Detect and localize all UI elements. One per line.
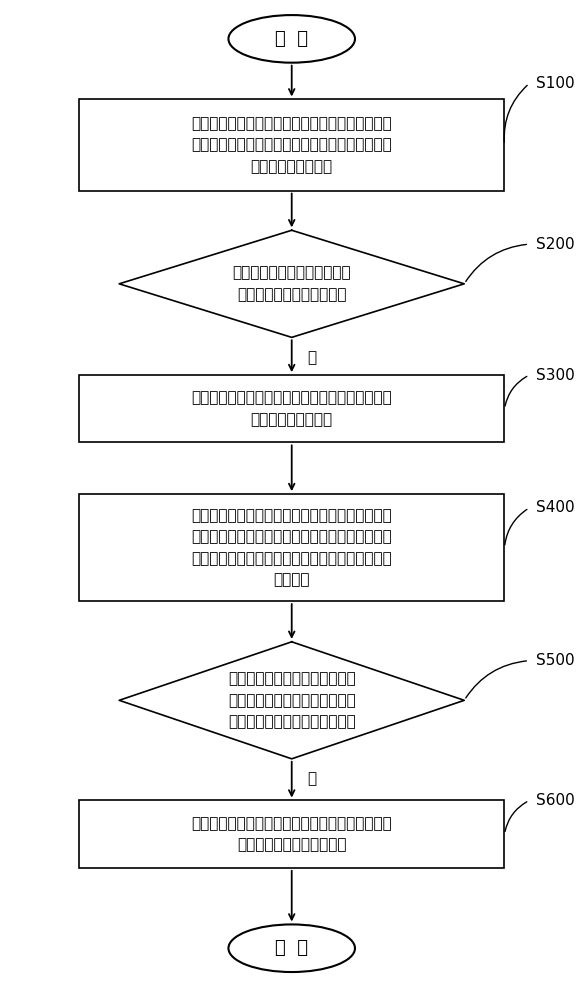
- Text: S600: S600: [536, 793, 575, 808]
- Text: 标记初步识别为检测异常的低压传感器所对应的室
外机模块为异常模块: 标记初步识别为检测异常的低压传感器所对应的室 外机模块为异常模块: [191, 390, 392, 427]
- Text: 开  始: 开 始: [275, 30, 308, 48]
- Text: 在多联机空调系统制热运行第二预设时间的情况下
，获取多个室外机模块的低压传感器对应的低压饱
和温度、压缩机的排气温度以及异常模块的外机膨
胀阀开度: 在多联机空调系统制热运行第二预设时间的情况下 ，获取多个室外机模块的低压传感器对…: [191, 508, 392, 587]
- Text: 是: 是: [308, 771, 316, 786]
- Text: S300: S300: [536, 368, 575, 383]
- Text: 依据低压饱和温度、排气温度以
及外机膨胀阀开度判断异常模块
的低压传感器是否确定检测异常: 依据低压饱和温度、排气温度以 及外机膨胀阀开度判断异常模块 的低压传感器是否确定…: [228, 671, 356, 729]
- Text: 依据其他室外机模块的平均低压饱和温度对异常模
块的低压饱和温度进行修正: 依据其他室外机模块的平均低压饱和温度对异常模 块的低压饱和温度进行修正: [191, 816, 392, 852]
- Text: S100: S100: [536, 76, 574, 91]
- Text: S400: S400: [536, 500, 574, 515]
- Text: S500: S500: [536, 653, 574, 668]
- Text: S200: S200: [536, 237, 574, 252]
- Text: 在多个室外机模块的压缩机停机静置第一预设时间
的情况下，获取多个室外机模块的低压传感器对应
的停机低压饱和温度: 在多个室外机模块的压缩机停机静置第一预设时间 的情况下，获取多个室外机模块的低压…: [191, 116, 392, 174]
- Text: 是: 是: [308, 350, 316, 365]
- Text: 结  束: 结 束: [275, 939, 308, 957]
- Text: 依据停机低压饱和温度初步识
别低压传感器是否检测异常: 依据停机低压饱和温度初步识 别低压传感器是否检测异常: [232, 266, 351, 302]
